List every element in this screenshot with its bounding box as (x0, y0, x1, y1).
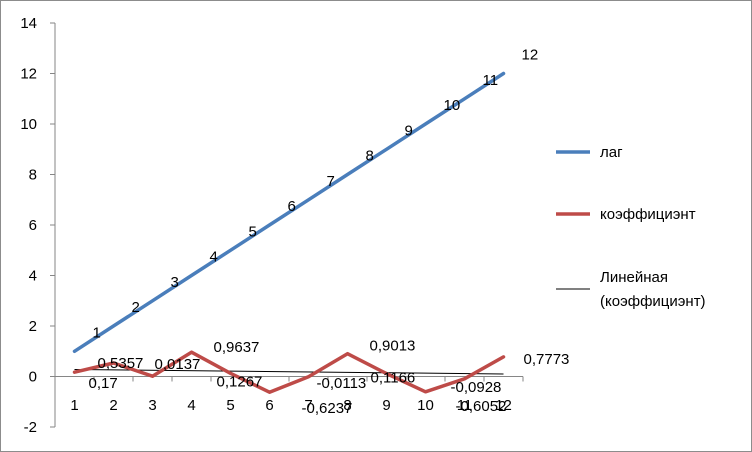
x-tick-label: 2 (109, 397, 117, 414)
y-tick-label: 10 (20, 116, 37, 133)
data-label-lag: 4 (210, 249, 218, 266)
y-tick-label: 4 (29, 268, 37, 285)
data-label-coefficient: -0,0928 (451, 379, 502, 396)
y-tick-label: 12 (20, 66, 37, 83)
data-label-coefficient: 0,5357 (98, 355, 144, 372)
y-tick-label: 14 (20, 15, 37, 32)
data-label-lag: 6 (288, 198, 296, 215)
data-label-coefficient: -0,6237 (302, 400, 353, 417)
data-label-lag: 8 (366, 148, 374, 165)
x-tick-label: 9 (382, 397, 390, 414)
y-tick-label: 0 (29, 369, 37, 386)
y-tick-label: -2 (24, 419, 37, 436)
x-tick-label: 12 (495, 397, 512, 414)
legend-label-2: коэффициэнт (600, 206, 696, 223)
series-line-2 (72, 350, 506, 394)
x-tick-label: 7 (304, 397, 312, 414)
y-tick-label: 8 (29, 167, 37, 184)
legend-label-1: лаг (600, 144, 623, 161)
data-label-coefficient: 0,9013 (370, 338, 416, 355)
data-label-coefficient: -0,6052 (456, 398, 507, 415)
legend-label-trendline: Линейная (600, 269, 668, 286)
data-label-coefficient: 0,7773 (524, 351, 570, 368)
x-tick-label: 1 (70, 397, 78, 414)
data-label-lag: 11 (483, 72, 499, 89)
legend-label-trendline: (коэффициэнт) (600, 293, 706, 310)
data-label-lag: 9 (405, 122, 413, 139)
data-label-lag: 10 (444, 97, 461, 114)
x-tick-label: 3 (148, 397, 156, 414)
data-label-lag: 5 (249, 223, 257, 240)
x-tick-label: 5 (226, 397, 234, 414)
x-tick-label: 8 (343, 397, 351, 414)
data-label-lag: 2 (132, 299, 140, 316)
x-tick-label: 4 (187, 397, 195, 414)
data-label-lag: 12 (522, 47, 539, 64)
data-label-coefficient: 0,17 (89, 375, 118, 392)
y-tick-label: 2 (29, 318, 37, 335)
x-tick-label: 11 (457, 397, 473, 414)
data-label-coefficient: -0,0113 (317, 375, 367, 392)
x-tick-label: 6 (265, 397, 273, 414)
data-label-coefficient: 0,9637 (214, 339, 260, 356)
trendline-line (74, 368, 504, 375)
x-tick-label: 10 (417, 397, 434, 414)
data-label-lag: 3 (171, 274, 179, 291)
data-label-coefficient: 0,0137 (155, 356, 201, 373)
data-label-lag: 7 (327, 173, 335, 190)
y-tick-label: 6 (29, 217, 37, 234)
data-label-lag: 1 (93, 324, 101, 341)
data-label-coefficient: 0,1166 (371, 370, 416, 387)
data-label-coefficient: 0,1267 (217, 373, 263, 390)
series-line-1 (72, 71, 506, 354)
